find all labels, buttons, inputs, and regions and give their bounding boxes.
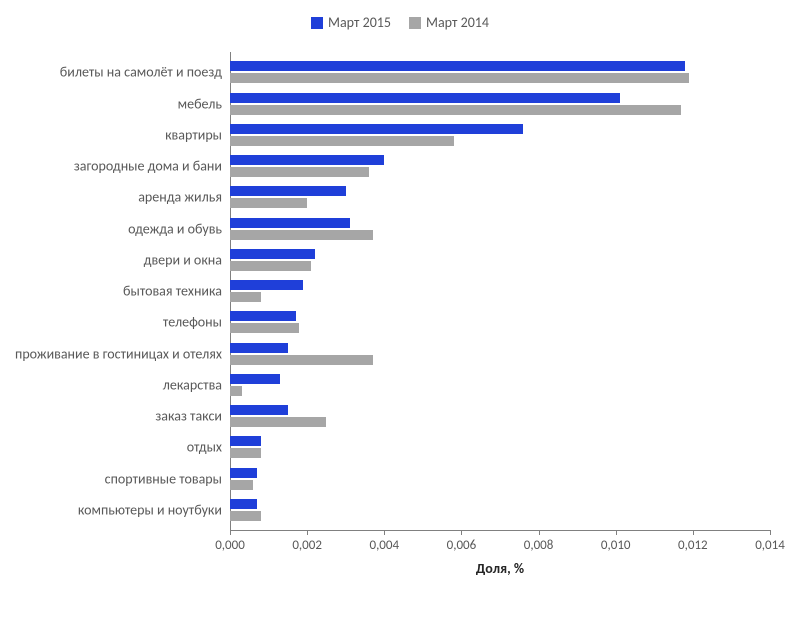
x-tick-mark xyxy=(307,530,308,535)
bar-s2014 xyxy=(230,511,261,521)
bar-s2015 xyxy=(230,468,257,478)
bar-s2015 xyxy=(230,186,346,196)
legend-item-2015: Март 2015 xyxy=(311,14,391,31)
bar-s2015 xyxy=(230,311,296,321)
x-tick-mark xyxy=(770,530,771,535)
category-label: одежда и обувь xyxy=(0,221,222,236)
chart-area: Доля, % 0,0000,0020,0040,0060,0080,0100,… xyxy=(230,52,770,552)
x-tick-label: 0,000 xyxy=(215,538,245,553)
bar-s2014 xyxy=(230,73,689,83)
category-label: лекарства xyxy=(0,377,222,392)
x-tick-label: 0,012 xyxy=(678,538,708,553)
bar-s2015 xyxy=(230,436,261,446)
x-tick-label: 0,014 xyxy=(755,538,785,553)
x-tick-mark xyxy=(693,530,694,535)
category-label: компьютеры и ноутбуки xyxy=(0,502,222,517)
x-tick-mark xyxy=(616,530,617,535)
bar-s2014 xyxy=(230,417,326,427)
bar-s2015 xyxy=(230,155,384,165)
bar-s2014 xyxy=(230,386,242,396)
legend-swatch-2014 xyxy=(409,17,421,29)
x-tick-label: 0,008 xyxy=(524,538,554,553)
bar-s2015 xyxy=(230,124,523,134)
bar-s2014 xyxy=(230,355,373,365)
category-label: бытовая техника xyxy=(0,283,222,298)
category-label: заказ такси xyxy=(0,408,222,423)
category-label: загородные дома и бани xyxy=(0,158,222,173)
x-tick-label: 0,010 xyxy=(601,538,631,553)
bar-s2014 xyxy=(230,323,299,333)
bar-s2014 xyxy=(230,230,373,240)
category-label: аренда жилья xyxy=(0,190,222,205)
bar-s2014 xyxy=(230,480,253,490)
category-label: квартиры xyxy=(0,127,222,142)
bar-s2015 xyxy=(230,93,620,103)
x-tick-mark xyxy=(539,530,540,535)
x-tick-label: 0,002 xyxy=(292,538,322,553)
legend-label-2014: Март 2014 xyxy=(426,14,489,31)
legend-label-2015: Март 2015 xyxy=(328,14,391,31)
bar-s2014 xyxy=(230,261,311,271)
bar-s2015 xyxy=(230,374,280,384)
x-axis-label: Доля, % xyxy=(230,560,770,577)
category-label: мебель xyxy=(0,96,222,111)
category-label: двери и окна xyxy=(0,252,222,267)
category-label: отдых xyxy=(0,440,222,455)
x-tick-mark xyxy=(461,530,462,535)
x-tick-mark xyxy=(230,530,231,535)
bar-s2014 xyxy=(230,292,261,302)
bar-s2014 xyxy=(230,136,454,146)
category-label: спортивные товары xyxy=(0,471,222,486)
category-label: проживание в гостиницах и отелях xyxy=(0,346,222,361)
x-axis-line xyxy=(230,530,770,531)
bar-s2014 xyxy=(230,198,307,208)
x-tick-label: 0,004 xyxy=(369,538,399,553)
x-tick-mark xyxy=(384,530,385,535)
legend-item-2014: Март 2014 xyxy=(409,14,489,31)
bar-s2015 xyxy=(230,343,288,353)
x-tick-label: 0,006 xyxy=(447,538,477,553)
bar-s2015 xyxy=(230,61,685,71)
bar-s2014 xyxy=(230,167,369,177)
bar-s2015 xyxy=(230,499,257,509)
bar-s2015 xyxy=(230,249,315,259)
legend-swatch-2015 xyxy=(311,17,323,29)
plot-area xyxy=(230,52,770,530)
bar-s2014 xyxy=(230,105,681,115)
bar-s2014 xyxy=(230,448,261,458)
bar-s2015 xyxy=(230,280,303,290)
bar-s2015 xyxy=(230,405,288,415)
bar-s2015 xyxy=(230,218,350,228)
legend: Март 2015 Март 2014 xyxy=(0,0,800,31)
category-label: телефоны xyxy=(0,315,222,330)
category-label: билеты на самолёт и поезд xyxy=(0,65,222,80)
